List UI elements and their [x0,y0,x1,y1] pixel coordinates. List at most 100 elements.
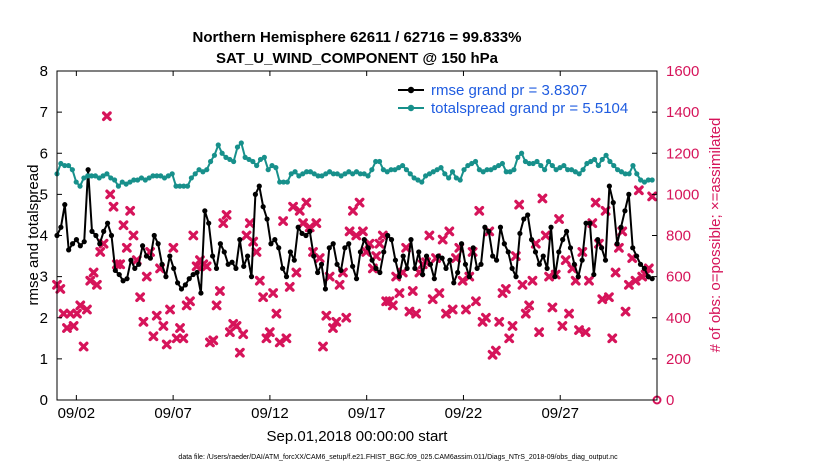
rmse-point [544,265,550,271]
rmse-point [58,224,64,230]
totalspread-point [211,152,218,158]
obs-assimilated-marker [610,267,621,278]
obs-assimilated-stroke [371,251,382,261]
rmse-point [155,241,161,247]
totalspread-point [565,167,571,173]
obs-assimilated-marker [231,321,242,331]
totalspread-point [530,160,536,167]
x-tick-label: 09/27 [541,405,579,422]
totalspread-point [315,173,321,179]
totalspread-point [549,162,555,169]
obs-assimilated-marker [437,234,448,245]
obs-assimilated-marker [165,304,175,315]
obs-assimilated-marker [72,308,82,319]
totalspread-point [588,158,594,165]
obs-assimilated-stroke [278,216,288,227]
obs-assimilated-stroke [258,292,269,303]
rmse-point [241,263,247,269]
totalspread-point [65,162,72,169]
totalspread-point [330,171,337,177]
totalspread-point [411,175,417,181]
obs-assimilated-stroke [211,300,222,311]
rmse-point [77,243,83,249]
obs-assimilated-marker [304,222,315,233]
obs-assimilated-stroke [534,327,545,338]
rmse-point [66,247,72,253]
rmse-point [458,241,465,247]
obs-assimilated-marker [517,279,528,290]
totalspread-point [480,169,486,175]
totalspread-point [492,165,498,171]
totalspread-point [269,162,275,169]
rmse-point [174,280,181,286]
obs-assimilated-stroke [520,308,531,319]
rmse-point [614,241,620,247]
obs-assimilated-stroke [474,205,485,216]
obs-assimilated-stroke [338,267,348,278]
totalspread-point [215,142,221,148]
obs-assimilated-marker [135,292,146,303]
rmse-point [159,261,165,267]
obs-assimilated-stroke [178,333,189,344]
rmse-point [396,274,402,280]
rmse-point [124,276,130,282]
totalspread-point [250,158,256,165]
rmse-point [451,280,457,286]
obs-assimilated-marker [524,300,535,311]
obs-assimilated-stroke [411,308,421,319]
obs-assimilated-stroke [131,255,142,266]
totalspread-point [584,160,590,167]
y-axis-label: rmse and totalspread [25,165,42,306]
totalspread-point [219,150,225,156]
obs-assimilated-marker [75,300,86,311]
totalspread-point [446,175,452,181]
totalspread-point [542,167,548,173]
totalspread-point [515,154,521,160]
obs-assimilated-marker [185,296,195,307]
totalspread-point [472,158,479,165]
obs-assimilated-stroke [407,286,418,296]
rmse-point [482,224,488,230]
obs-assimilated-stroke [321,310,332,321]
obs-assimilated-marker [274,337,285,348]
obs-assimilated-stroke [75,300,86,311]
obs-assimilated-marker [78,341,89,352]
totalspread-point [288,171,294,177]
obs-assimilated-marker [554,214,564,224]
rmse-point [315,269,321,276]
totalspread-point [499,160,506,167]
totalspread-point [127,179,133,185]
rmse-point [276,245,282,251]
totalspread-point [338,173,344,179]
y-tick-label: 8 [40,63,48,80]
totalspread-point [73,179,79,185]
rmse-point [505,249,511,255]
rmse-point [579,257,585,263]
rmse-point [260,204,266,210]
obs-assimilated-marker [188,230,199,241]
rmse-point [186,276,192,282]
obs-assimilated-marker [374,238,385,249]
obs-assimilated-stroke [264,327,275,338]
obs-assimilated-marker [264,327,275,338]
obs-assimilated-stroke [158,321,169,331]
obs-assimilated-marker [407,286,418,296]
rmse-point [528,237,535,243]
rmse-point [385,232,391,239]
rmse-point [353,276,360,282]
totalspread-point [323,171,329,177]
totalspread-point [257,156,264,163]
obs-assimilated-stroke [188,230,199,241]
totalspread-point [538,162,544,169]
obs-assimilated-marker [411,308,421,319]
totalspread-point [484,167,490,173]
rmse-point [299,230,305,237]
rmse-point [598,245,605,251]
y-tick-label: 1 [40,351,48,368]
rmse-point [540,253,546,259]
rmse-point [73,237,80,243]
rmse-point [490,253,496,259]
totalspread-point [246,156,252,163]
obs-assimilated-marker [208,335,219,346]
obs-assimilated-marker [461,304,471,315]
